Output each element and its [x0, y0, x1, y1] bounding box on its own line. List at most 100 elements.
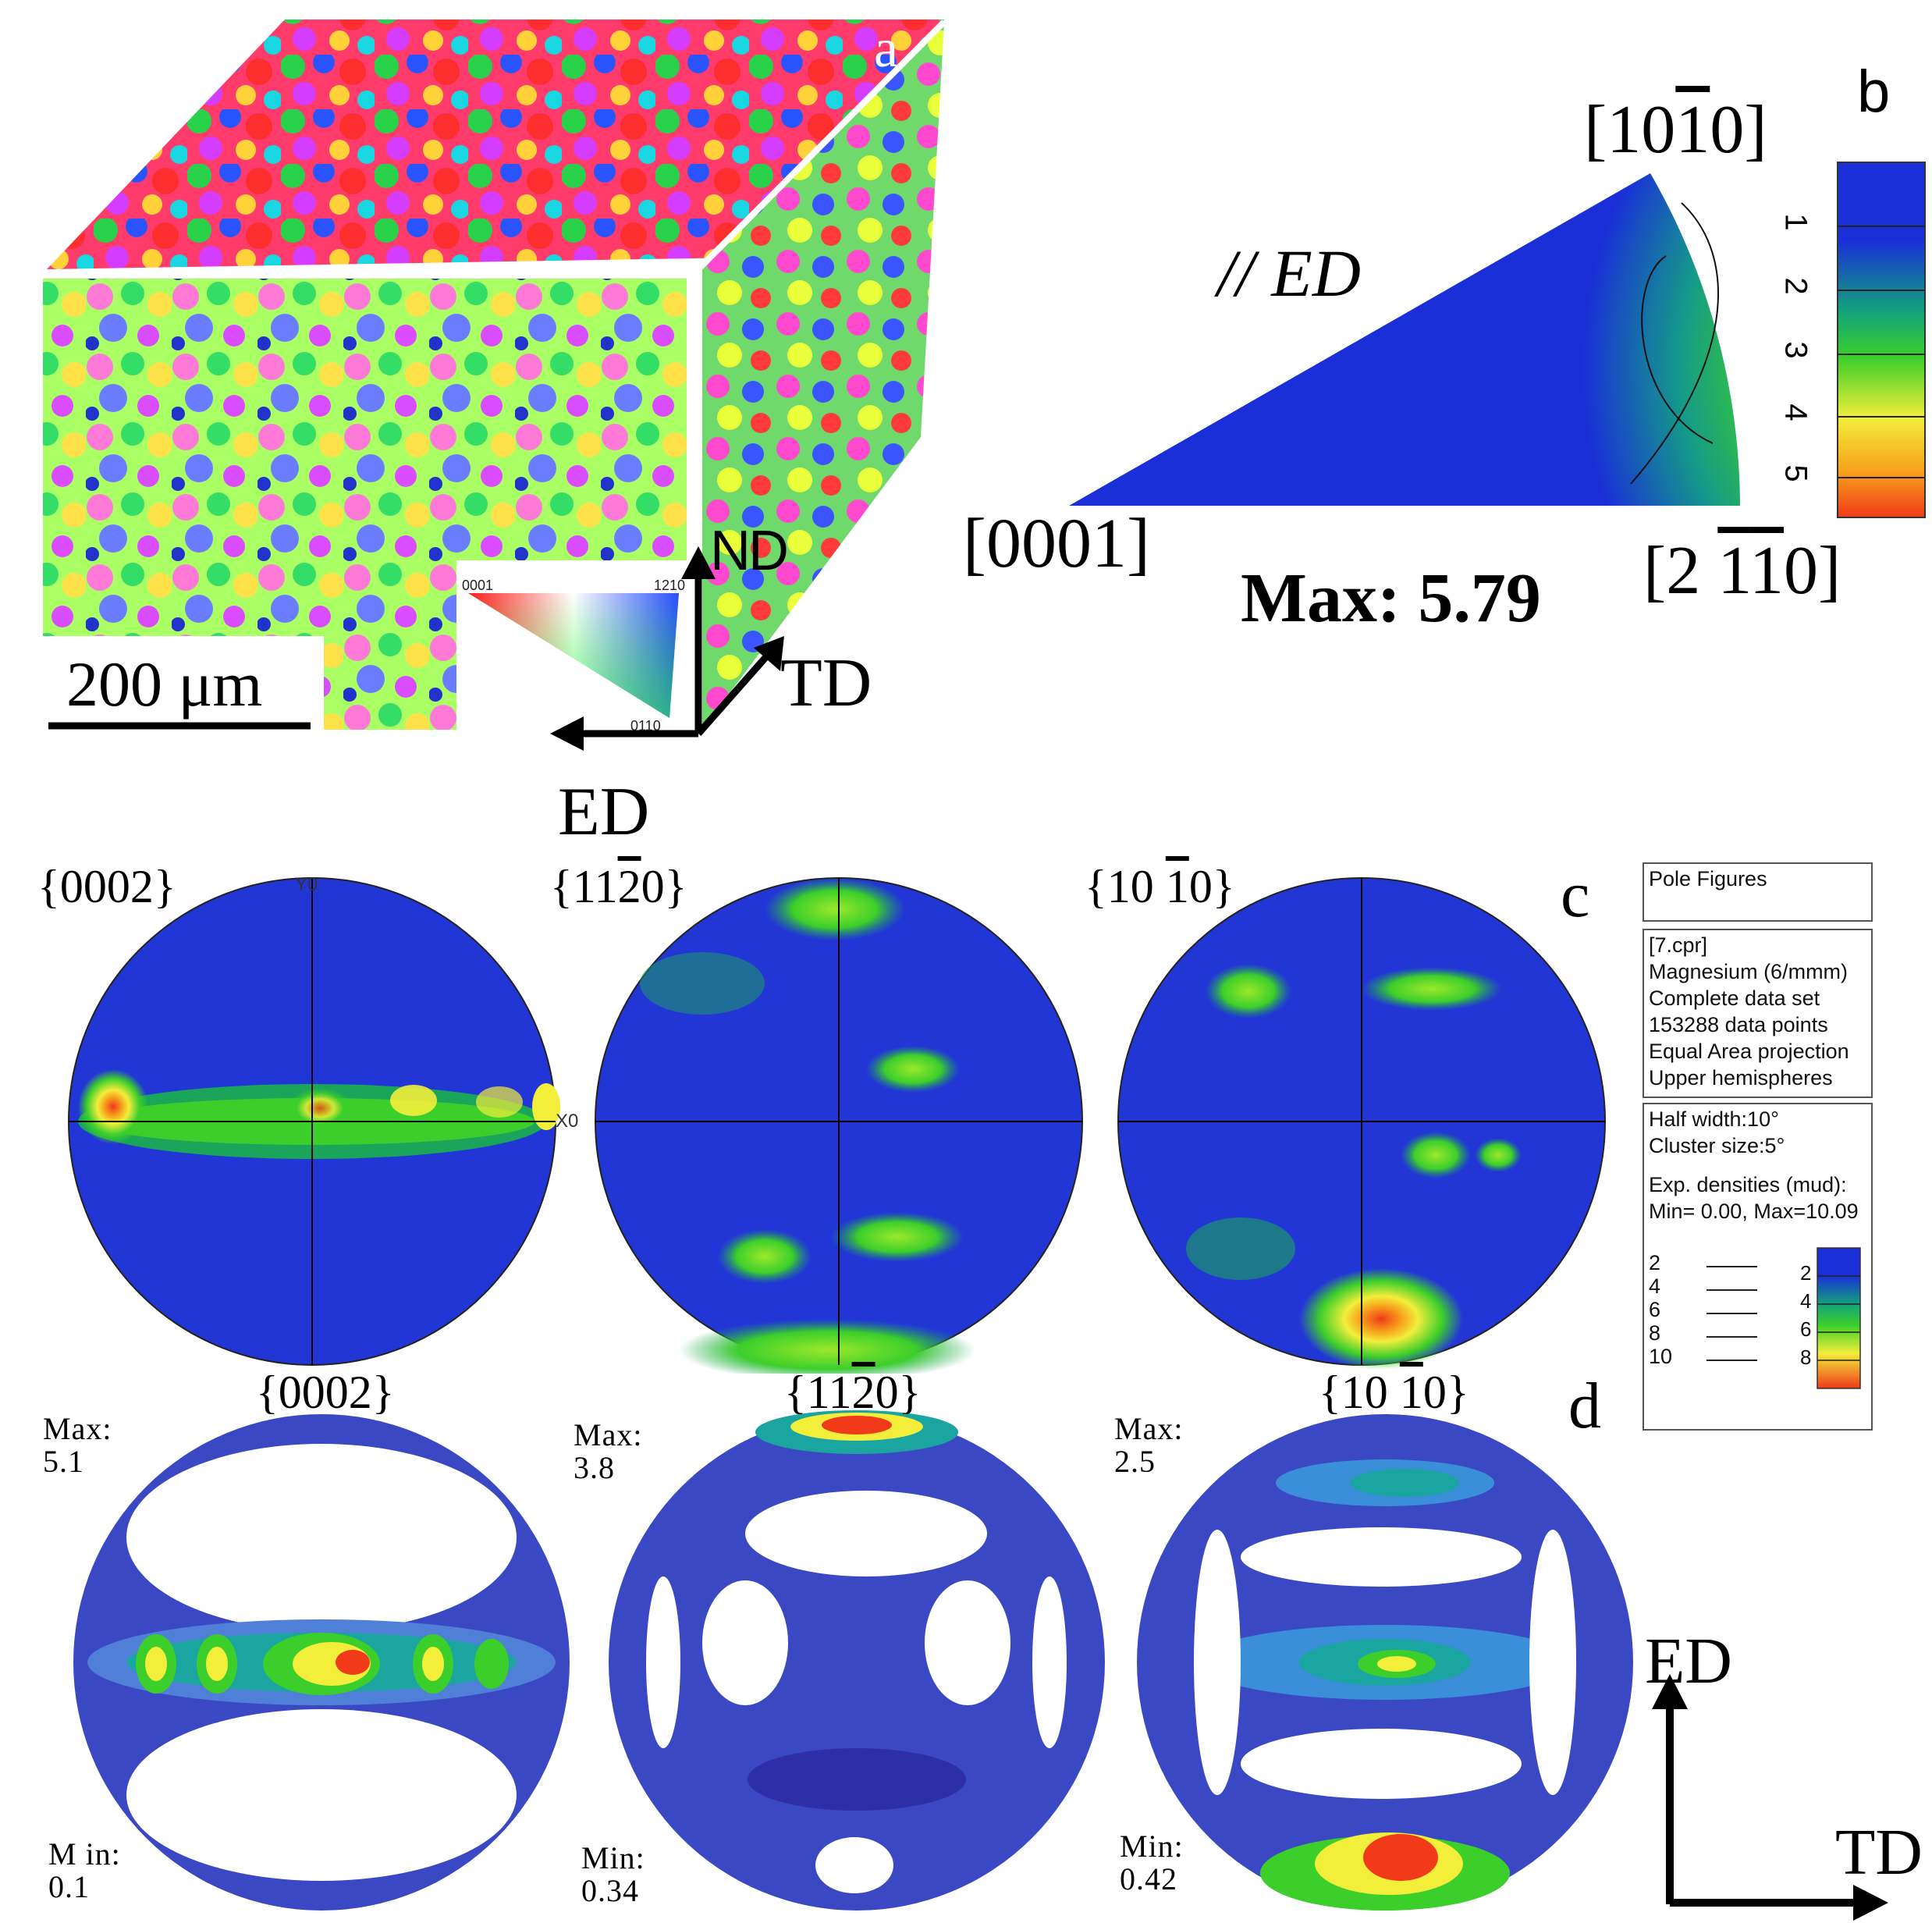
ipf-key-label-0110: 0110: [630, 718, 661, 734]
max-label: Max:: [1114, 1411, 1184, 1446]
panel-c: {0002} {1120} {10 10} Y0 X0 c Pole Figur…: [0, 843, 1932, 1431]
pf-legend-level: 10: [1649, 1345, 1673, 1368]
pf-y0-label: Y0: [295, 874, 318, 895]
max-value: 2.5: [1114, 1444, 1156, 1479]
max-label: Max:: [43, 1411, 112, 1446]
colorbar-tick: 5: [1778, 464, 1813, 482]
pole-top-part2: 0]: [1710, 92, 1767, 168]
sim-pf-title-1120-post: 0}: [875, 1367, 922, 1418]
pf-legend-info: Equal Area projection: [1649, 1040, 1849, 1063]
pf-legend-info-box: [7.cpr] Magnesium (6/mmm) Complete data …: [1643, 929, 1873, 1098]
colorbar-tick: 3: [1778, 341, 1813, 359]
pf-legend-scale-tick: 8: [1800, 1345, 1812, 1369]
pf-legend-param: [1649, 1159, 1866, 1171]
pf-legend-param: Half width:10°: [1649, 1107, 1779, 1131]
inverse-pole-figure: [1069, 162, 1926, 518]
pole-figures-measured: [68, 877, 1606, 1374]
sim-pf-title-1010-bar: 1: [1399, 1367, 1423, 1418]
pf-title-0002-post: }: [153, 861, 176, 912]
panel-d: {0002} {1120} {10 10} d Max: 5.1 M in: 0…: [0, 1358, 1932, 1923]
axis-label-nd: ND: [710, 520, 789, 582]
ipf-key-label-1210: 1210: [654, 578, 686, 593]
pf-legend-params-box: Half width:10° Cluster size:5° Exp. dens…: [1643, 1103, 1873, 1431]
sim-pf-title-1010: {10 10}: [1319, 1366, 1469, 1420]
sim-pf-1-min: M in: 0.1: [48, 1838, 121, 1903]
pf-legend-title-box: Pole Figures: [1643, 862, 1873, 922]
sim-pf-2-max: Max: 3.8: [574, 1419, 642, 1484]
pf-legend-level: 6: [1649, 1298, 1661, 1321]
sim-pf-title-0002: {0002}: [256, 1367, 395, 1418]
max-value: 3.8: [574, 1450, 615, 1485]
pf-legend-scale-ticks: 2 4 6 8: [1800, 1259, 1811, 1371]
pf-legend-levels: 2 4 6 8 10: [1649, 1251, 1672, 1368]
pole-top-bar: 1: [1675, 92, 1710, 168]
pf-title-1010-bar: 1: [1165, 861, 1189, 912]
pf-legend-param: Exp. densities (mud):: [1649, 1173, 1847, 1196]
panel-b-letter: b: [1857, 59, 1891, 125]
sim-pf-title-1120: {1120}: [784, 1366, 921, 1420]
min-value: 0.42: [1120, 1861, 1177, 1896]
pole-label-2110: [2 110]: [1643, 537, 1841, 606]
sim-pf-3-max: Max: 2.5: [1114, 1413, 1183, 1478]
pf-title-1120-post: 0}: [641, 861, 687, 912]
pf-legend-title: Pole Figures: [1649, 867, 1767, 890]
colorbar-tick: 1: [1778, 213, 1813, 231]
pf-legend-info: 153288 data points: [1649, 1013, 1828, 1036]
pf-legend-info: Magnesium (6/mmm): [1649, 960, 1849, 983]
pole-label-0001: [0001]: [963, 505, 1150, 582]
pf-legend-param: Cluster size:5°: [1649, 1134, 1785, 1157]
pf-legend-level-lines: [1706, 1266, 1757, 1361]
panel-c-letter: c: [1561, 858, 1590, 931]
min-label: Min:: [581, 1840, 645, 1875]
pf-title-0002: {0002}: [37, 860, 176, 914]
pole-right-part2: 0]: [1784, 533, 1841, 609]
pf-legend-level: 4: [1649, 1274, 1661, 1298]
sim-pf-1120: [609, 1410, 1105, 1911]
pf-legend-level: 2: [1649, 1251, 1661, 1274]
pole-right-part1: [2: [1643, 533, 1701, 609]
d-axis-label-td: TD: [1835, 1816, 1923, 1889]
min-label: Min:: [1120, 1829, 1184, 1864]
sim-pf-2-min: Min: 0.34: [581, 1842, 645, 1907]
pole-label-top: [1010]: [1584, 96, 1767, 165]
min-value: 0.34: [581, 1873, 639, 1908]
pole-right-bar1: 1: [1717, 533, 1750, 609]
sim-pf-title-1120-bar: 2: [851, 1367, 875, 1418]
pf-legend-colorbar: [1817, 1247, 1861, 1389]
d-axis-label-ed: ED: [1645, 1625, 1732, 1697]
pole-right-bar2: 1: [1749, 533, 1785, 609]
sim-pf-1010: [1137, 1414, 1633, 1911]
pf-title-1120-pre: {11: [550, 861, 618, 912]
pf-legend-level: 8: [1649, 1321, 1661, 1345]
pf-legend-info: Complete data set: [1649, 986, 1820, 1010]
max-label: Max:: [574, 1417, 643, 1452]
min-label: M in:: [48, 1836, 121, 1871]
pole-figures-simulated: [73, 1410, 1888, 1921]
scale-bar-label: 200 μm: [66, 649, 263, 720]
pf-legend-scale-tick: 4: [1800, 1289, 1812, 1313]
pf-title-1120: {1120}: [550, 860, 687, 914]
pf-title-1010-pre: {10: [1085, 861, 1154, 912]
panel-d-letter: d: [1568, 1370, 1601, 1442]
panel-b: b [1010] [0001] [2 110] // ED Max: 5.79 …: [960, 0, 1932, 843]
ipf-direction-label: // ED: [1217, 236, 1361, 311]
pf-x0-label: X0: [556, 1111, 579, 1132]
sim-pf-1-max: Max: 5.1: [43, 1413, 112, 1478]
max-value: 5.1: [43, 1444, 84, 1479]
colorbar-lines: [1838, 226, 1925, 478]
pf-title-1120-bar: 2: [617, 861, 641, 912]
pf-title-0002-num: 0002: [59, 861, 154, 912]
ebsd-cube-map: [31, 20, 946, 751]
min-value: 0.1: [48, 1869, 90, 1904]
axis-label-ed: ED: [558, 774, 650, 850]
sim-pf-0002: [73, 1414, 570, 1911]
ipf-max-label: Max: 5.79: [1241, 560, 1541, 637]
pf-title-1010: {10 10}: [1085, 860, 1235, 914]
axis-label-td: TD: [780, 645, 872, 721]
pf-legend-scale-tick: 6: [1800, 1317, 1812, 1341]
panel-a-letter: a: [874, 19, 899, 79]
sim-pf-title-1120-pre: {11: [784, 1367, 852, 1418]
sim-pf-3-min: Min: 0.42: [1120, 1830, 1184, 1896]
pf-legend-info: Upper hemispheres: [1649, 1066, 1833, 1089]
pole-top-part1: [10: [1584, 92, 1676, 168]
